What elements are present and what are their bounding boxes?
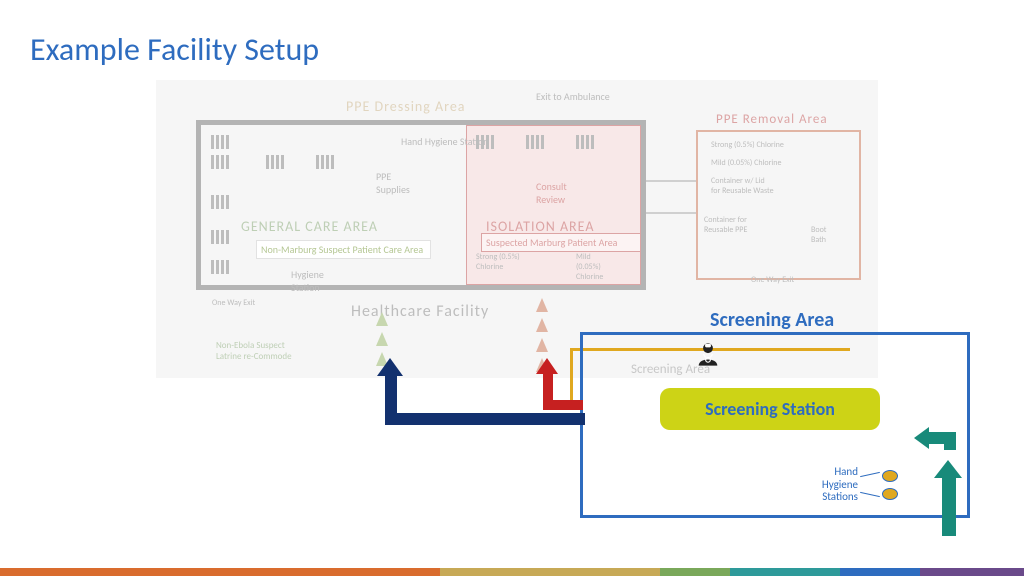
mild-chlorine-b: Mild (0.05%) Chlorine [711, 158, 781, 168]
ppe-dressing-header: PPE Dressing Area [346, 98, 465, 115]
ppe-supplies-label: PPE Supplies [376, 170, 410, 196]
strong-chlorine-a: Strong (0.5%) Chlorine [476, 252, 520, 272]
hand-hygiene-stations-label: Hand Hygiene Stations [808, 466, 858, 504]
hygiene-dot-2 [882, 488, 898, 500]
general-care-header: GENERAL CARE AREA [241, 218, 378, 235]
hygiene-station-label: Hygiene Station [291, 268, 324, 294]
mild-chlorine-a: Mild (0.05%) Chlorine [576, 252, 603, 282]
one-way-exit-l: One Way Exit [212, 298, 255, 308]
slide-title: Example Facility Setup [30, 30, 319, 69]
strong-chlorine-b: Strong (0.5%) Chlorine [711, 140, 784, 150]
one-way-exit-r: One Way Exit [751, 275, 794, 285]
container-label: Container w/ Lid for Reusable Waste [711, 176, 774, 196]
healthcare-facility-label: Healthcare Facility [351, 302, 489, 321]
hygiene-dot-1 [882, 470, 898, 482]
non-marburg-highlight: Non-Marburg Suspect Patient Care Area [256, 240, 431, 259]
legend-label: Non-Ebola Suspect Latrine re-Commode [216, 340, 292, 362]
nurse-icon [694, 340, 722, 368]
footer-accent-bar [0, 568, 1024, 576]
screening-station-label: Screening Station [660, 388, 880, 430]
exit-ambulance-label: Exit to Ambulance [536, 90, 610, 103]
boot-bath-label: Boot Bath [811, 225, 826, 245]
reusable-ppe-label: Container for Reusable PPE [704, 215, 747, 235]
screening-area-title: Screening Area [710, 308, 834, 332]
ppe-removal-header: PPE Removal Area [716, 112, 828, 127]
consult-review-label: Consult Review [536, 180, 567, 206]
suspected-marburg-highlight: Suspected Marburg Patient Area [481, 233, 641, 252]
